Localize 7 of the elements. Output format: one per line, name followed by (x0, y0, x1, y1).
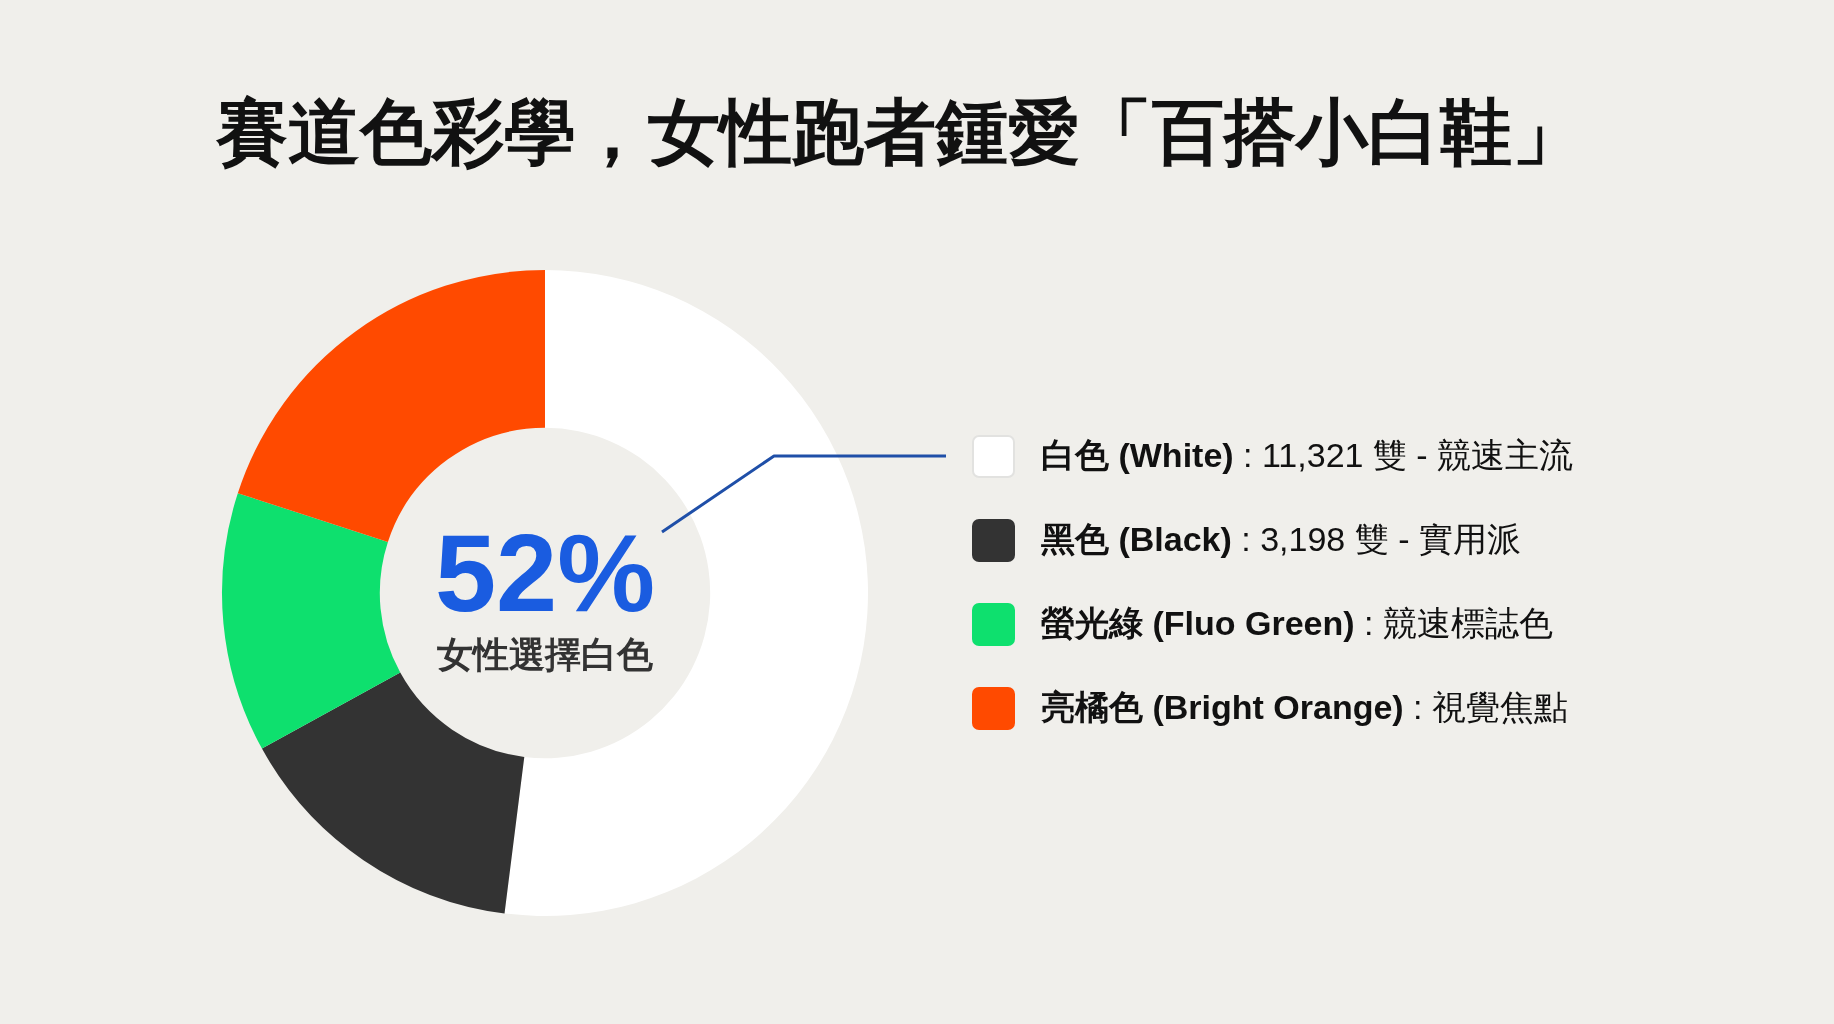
legend-label: 亮橘色 (Bright Orange) : 視覺焦點 (1041, 688, 1569, 726)
text: 52% (433, 511, 657, 634)
legend-label: 螢光綠 (Fluo Green) : 競速標誌色 (1041, 604, 1553, 642)
legend-label: 白色 (White) : 11,321 雙 - 競速主流 (1041, 436, 1574, 474)
legend-label: 黑色 (Black) : 3,198 雙 - 實用派 (1041, 520, 1521, 558)
chart-title: 賽道色彩學，女性跑者鍾愛「百搭小白鞋」 (215, 91, 1585, 174)
text: 女性選擇白色 (436, 633, 654, 677)
